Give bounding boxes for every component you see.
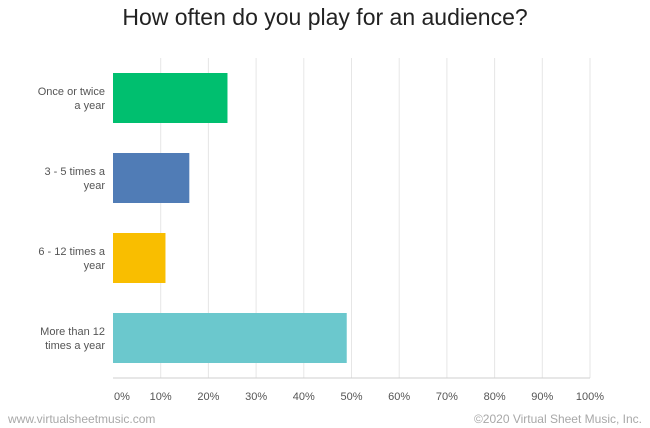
x-tick-labels: 0% 10% 20% 30% 40% 50% 60% 70% 80% 90% 100%: [114, 391, 604, 403]
bar-4: [113, 313, 347, 363]
bar-3: [113, 233, 166, 283]
x-tick-label-80: 80%: [484, 391, 506, 403]
x-tick-label-50: 50%: [340, 391, 362, 403]
footer-website: www.virtualsheetmusic.com: [8, 412, 156, 426]
x-tick-label-40: 40%: [293, 391, 315, 403]
footer-copyright: ©2020 Virtual Sheet Music, Inc.: [473, 412, 642, 426]
x-tick-label-20: 20%: [197, 391, 219, 403]
x-tick-label-90: 90%: [531, 391, 553, 403]
bar-1: [113, 73, 228, 123]
gridlines: [160, 58, 591, 378]
category-labels: Once or twice a year 3 - 5 times a year 6 - …: [38, 86, 106, 352]
x-tick-label-70: 70%: [436, 391, 458, 403]
x-tick-label-10: 10%: [150, 391, 172, 403]
bars: [113, 73, 347, 363]
x-tick-label-0: 0%: [114, 391, 130, 403]
x-tick-label-100: 100%: [576, 391, 604, 403]
x-tick-label-60: 60%: [388, 391, 410, 403]
x-tick-label-30: 30%: [245, 391, 267, 403]
category-label-2: 3 - 5 times a year: [44, 166, 105, 192]
category-label-4: More than 12 times a year: [40, 326, 105, 352]
category-label-1: Once or twice a year: [38, 86, 106, 112]
chart-title: How often do you play for an audience?: [122, 4, 528, 30]
category-label-3: 6 - 12 times a year: [38, 246, 106, 272]
bar-2: [113, 153, 190, 203]
